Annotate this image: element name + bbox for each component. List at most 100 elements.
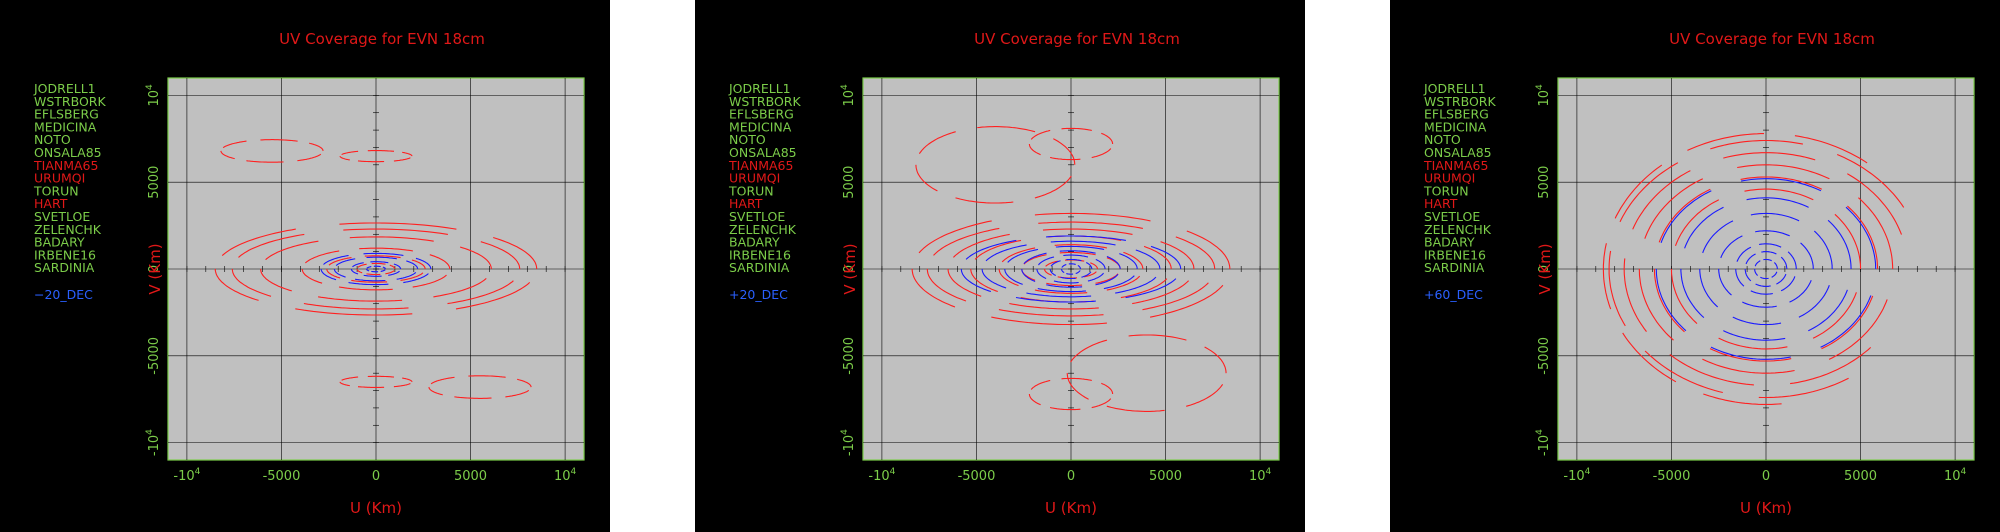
red-uv-track bbox=[1143, 245, 1172, 269]
red-uv-track bbox=[222, 140, 247, 149]
blue-uv-track bbox=[1050, 240, 1116, 246]
x-tick-label: 0 bbox=[1067, 469, 1075, 484]
red-uv-track bbox=[1847, 205, 1879, 270]
blue-uv-track bbox=[348, 281, 389, 286]
red-uv-track bbox=[1045, 260, 1058, 267]
x-tick-label: -5000 bbox=[958, 469, 996, 484]
panel-3: UV Coverage for EVN 18cm JODRELL1 WSTRBORK… bbox=[1390, 0, 2000, 532]
station-label: URUMQI bbox=[729, 171, 780, 186]
red-uv-track bbox=[918, 220, 992, 254]
red-uv-track bbox=[1687, 133, 1764, 151]
blue-uv-track bbox=[1115, 276, 1157, 294]
x-tick-label: -104 bbox=[1563, 467, 1590, 484]
blue-uv-track bbox=[380, 269, 386, 272]
y-tick-label: 104 bbox=[145, 84, 162, 107]
y-tick-label: 0 bbox=[842, 265, 857, 273]
blue-uv-track bbox=[1060, 268, 1065, 273]
blue-uv-track bbox=[1845, 206, 1877, 270]
red-uv-track bbox=[326, 268, 341, 279]
station-label: MEDICINA bbox=[34, 119, 97, 134]
blue-uv-track bbox=[1776, 273, 1787, 285]
grid bbox=[1558, 78, 1974, 460]
station-label: SVETLOE bbox=[1424, 209, 1480, 224]
blue-uv-track bbox=[1710, 346, 1791, 360]
y-tick-label: -104 bbox=[840, 429, 857, 456]
blue-uv-track bbox=[1735, 268, 1745, 287]
station-label: MEDICINA bbox=[729, 119, 792, 134]
station-label: BADARY bbox=[1424, 235, 1475, 250]
blue-uv-track bbox=[1798, 285, 1830, 318]
red-uv-track bbox=[402, 151, 413, 157]
red-uv-track bbox=[493, 236, 538, 270]
blue-uv-track bbox=[1050, 260, 1061, 267]
red-uv-track bbox=[505, 389, 530, 398]
station-label: JODRELL1 bbox=[728, 81, 791, 96]
red-uv-track bbox=[447, 280, 514, 305]
x-tick-label: 5000 bbox=[1844, 469, 1877, 484]
red-uv-track bbox=[1123, 251, 1144, 270]
blue-uv-track bbox=[1055, 245, 1105, 251]
blue-uv-track bbox=[1135, 249, 1161, 270]
blue-uv-track bbox=[985, 244, 1027, 262]
blue-uv-track bbox=[333, 269, 346, 278]
blue-uv-track bbox=[965, 239, 1017, 260]
station-label: HART bbox=[1424, 196, 1458, 211]
x-tick-label: -5000 bbox=[263, 469, 301, 484]
red-uv-track bbox=[1149, 284, 1224, 318]
y-axis-label: V (Km) bbox=[146, 243, 164, 294]
station-label: TORUN bbox=[728, 183, 774, 198]
blue-uv-track bbox=[1684, 206, 1724, 249]
blue-uv-track bbox=[382, 266, 386, 270]
red-uv-track bbox=[1142, 282, 1209, 311]
red-uv-track bbox=[1059, 251, 1096, 256]
station-label: BADARY bbox=[729, 235, 780, 250]
grid bbox=[168, 78, 584, 460]
red-uv-track bbox=[1106, 275, 1141, 291]
red-uv-track bbox=[1160, 241, 1195, 270]
red-uv-track bbox=[1034, 175, 1072, 199]
red-uv-track bbox=[238, 233, 305, 258]
station-label: SARDINIA bbox=[729, 260, 790, 275]
blue-uv-track bbox=[1081, 271, 1092, 278]
red-uv-track bbox=[1132, 280, 1189, 305]
station-label: TORUN bbox=[33, 183, 79, 198]
blue-uv-track bbox=[981, 268, 1007, 289]
blue-uv-track bbox=[1758, 243, 1782, 248]
x-tick-label: -104 bbox=[173, 467, 200, 484]
red-uv-track bbox=[1744, 188, 1814, 201]
y-axis-label: V (Km) bbox=[841, 243, 859, 294]
blue-uv-track bbox=[1720, 235, 1743, 259]
blue-uv-track bbox=[1023, 252, 1047, 265]
blue-uv-track bbox=[1150, 245, 1182, 270]
y-tick-label: -104 bbox=[1535, 429, 1552, 456]
red-uv-track bbox=[1091, 398, 1112, 409]
blue-uv-track bbox=[1787, 251, 1797, 270]
red-uv-track bbox=[433, 277, 487, 298]
red-uv-track bbox=[1702, 358, 1795, 374]
red-uv-track bbox=[295, 308, 413, 316]
red-uv-track bbox=[412, 274, 447, 288]
blue-uv-track bbox=[1049, 269, 1057, 276]
station-label: ONSALA85 bbox=[34, 145, 102, 160]
red-uv-track bbox=[1847, 173, 1903, 235]
station-label: EFLSBERG bbox=[729, 107, 794, 122]
blue-uv-track bbox=[1744, 269, 1752, 282]
blue-uv-track bbox=[1066, 273, 1074, 275]
blue-uv-track bbox=[1026, 292, 1092, 298]
red-uv-track bbox=[357, 386, 385, 388]
red-uv-track bbox=[359, 247, 414, 252]
station-label: TIANMA65 bbox=[1423, 158, 1488, 173]
red-uv-track bbox=[1737, 164, 1830, 180]
red-uv-track bbox=[517, 378, 532, 388]
red-uv-track bbox=[214, 268, 259, 301]
blue-uv-track bbox=[393, 263, 402, 269]
red-uv-track bbox=[1638, 268, 1674, 341]
red-uv-track bbox=[339, 156, 350, 161]
blue-uv-track bbox=[1004, 269, 1023, 285]
blue-uv-track bbox=[1745, 253, 1756, 265]
blue-uv-track bbox=[1746, 197, 1809, 208]
blue-uv-track bbox=[355, 278, 386, 282]
red-uv-track bbox=[351, 279, 388, 283]
blue-uv-track bbox=[1723, 330, 1786, 341]
red-uv-track bbox=[1608, 250, 1626, 327]
